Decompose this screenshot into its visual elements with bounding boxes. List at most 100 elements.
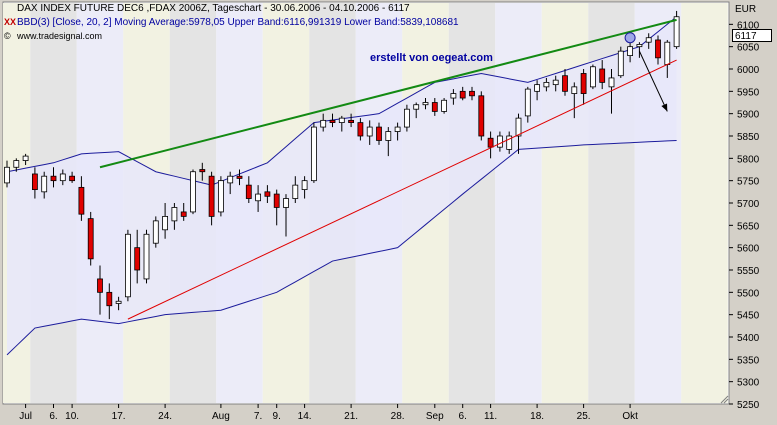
candle-body xyxy=(506,135,513,150)
candle-body xyxy=(69,175,75,182)
x-tick-label: 24. xyxy=(158,411,172,422)
x-tick-label: Okt xyxy=(622,411,638,422)
x-tick-label: Sep xyxy=(426,411,444,422)
x-tick-label: 17. xyxy=(112,411,126,422)
x-tick-label: 18. xyxy=(530,411,544,422)
candle-body xyxy=(562,75,568,92)
trendline-red xyxy=(127,59,677,320)
x-tick-label: 28. xyxy=(391,411,405,422)
candle-body xyxy=(431,102,438,112)
candle-body xyxy=(255,193,262,202)
candle-body xyxy=(673,16,680,48)
candle-body xyxy=(478,95,485,137)
candle-body xyxy=(524,88,531,117)
y-tick-label: 5350 xyxy=(737,355,760,366)
candle-body xyxy=(301,180,308,191)
y-tick-label: 5500 xyxy=(737,288,760,299)
candle-body xyxy=(655,39,661,59)
candle-body xyxy=(664,41,671,65)
last-price-label: 6117 xyxy=(732,29,772,42)
candle-body xyxy=(487,137,494,148)
bollinger-band-fill xyxy=(7,16,677,355)
candle-body xyxy=(543,82,550,88)
candle-body xyxy=(469,90,475,97)
candle-body xyxy=(245,184,252,199)
candle-body xyxy=(636,44,643,48)
candle-body xyxy=(59,173,66,182)
candle-body xyxy=(599,68,606,83)
x-tick-label: 14. xyxy=(298,411,312,422)
candle-body xyxy=(217,180,224,213)
y-tick-label: 5750 xyxy=(737,177,760,188)
candle-body xyxy=(627,46,633,57)
forecast-arrow-head xyxy=(661,103,668,112)
y-tick-label: 5900 xyxy=(737,110,760,121)
y-tick-label: 6000 xyxy=(737,65,760,76)
candle-body xyxy=(534,84,540,92)
chart-title: DAX INDEX FUTURE DEC6 ,FDAX 2006Z, Tages… xyxy=(17,3,410,14)
candle-body xyxy=(590,66,596,88)
candle-body xyxy=(236,175,243,179)
touch-marker-icon xyxy=(624,32,636,44)
y-tick-label: 6050 xyxy=(737,43,760,54)
candle-body xyxy=(199,169,206,173)
candle-body xyxy=(450,93,457,99)
y-tick-label: 5950 xyxy=(737,87,760,98)
indicator-marker-icon: XX xyxy=(4,17,17,27)
candle-body xyxy=(329,119,336,124)
y-tick-label: 5450 xyxy=(737,311,760,322)
candle-body xyxy=(571,86,578,94)
candle-body xyxy=(41,175,48,193)
candle-body xyxy=(273,193,280,208)
candle-body xyxy=(125,233,131,298)
x-tick-label: 9. xyxy=(273,411,281,422)
week-stripe xyxy=(681,3,728,403)
candle-body xyxy=(580,73,587,94)
trendline-green xyxy=(99,18,677,169)
candle-body xyxy=(496,135,503,148)
candle-body xyxy=(376,126,382,141)
candle-body xyxy=(385,131,392,141)
x-tick-label: 6. xyxy=(459,411,467,422)
candle-body xyxy=(171,207,178,222)
candle-body xyxy=(180,211,187,217)
y-tick-label: 5600 xyxy=(737,244,760,255)
y-tick-label: 5550 xyxy=(737,266,760,277)
x-tick-label: Jul xyxy=(19,411,32,422)
x-tick-label: 10. xyxy=(65,411,79,422)
y-tick-label: 5300 xyxy=(737,378,760,389)
candle-body xyxy=(338,117,345,123)
x-tick-label: 21. xyxy=(344,411,358,422)
website-label: www.tradesignal.com xyxy=(17,31,103,41)
x-tick-label: Aug xyxy=(212,411,230,422)
forecast-arrow-line xyxy=(638,50,668,112)
candle-body xyxy=(394,126,401,132)
candle-body xyxy=(162,215,169,231)
candle-body xyxy=(87,218,94,260)
y-tick-label: 6100 xyxy=(737,20,760,31)
y-tick-label: 5400 xyxy=(737,333,760,344)
x-tick-label: 6. xyxy=(49,411,57,422)
candle-body xyxy=(78,186,85,215)
x-tick-label: 11. xyxy=(484,411,497,422)
week-stripe xyxy=(541,3,589,403)
copyright-icon: © xyxy=(4,31,11,41)
candle-body xyxy=(320,119,327,128)
y-tick-label: 5650 xyxy=(737,221,760,232)
candle-body xyxy=(97,278,103,293)
candle-body xyxy=(617,50,624,77)
candle-body xyxy=(422,102,429,106)
candle-body xyxy=(115,300,122,304)
candle-body xyxy=(143,233,150,280)
candle-body xyxy=(459,90,466,99)
candle-body xyxy=(22,155,29,161)
candle-body xyxy=(134,247,141,271)
week-stripe xyxy=(495,3,542,403)
author-annotation: erstellt von oegeat.com xyxy=(370,52,493,64)
y-tick-label: 5800 xyxy=(737,154,760,165)
y-tick-label: 5250 xyxy=(737,400,760,411)
candle-body xyxy=(552,79,559,86)
candle-body xyxy=(441,99,448,112)
x-tick-label: 7. xyxy=(254,411,262,422)
